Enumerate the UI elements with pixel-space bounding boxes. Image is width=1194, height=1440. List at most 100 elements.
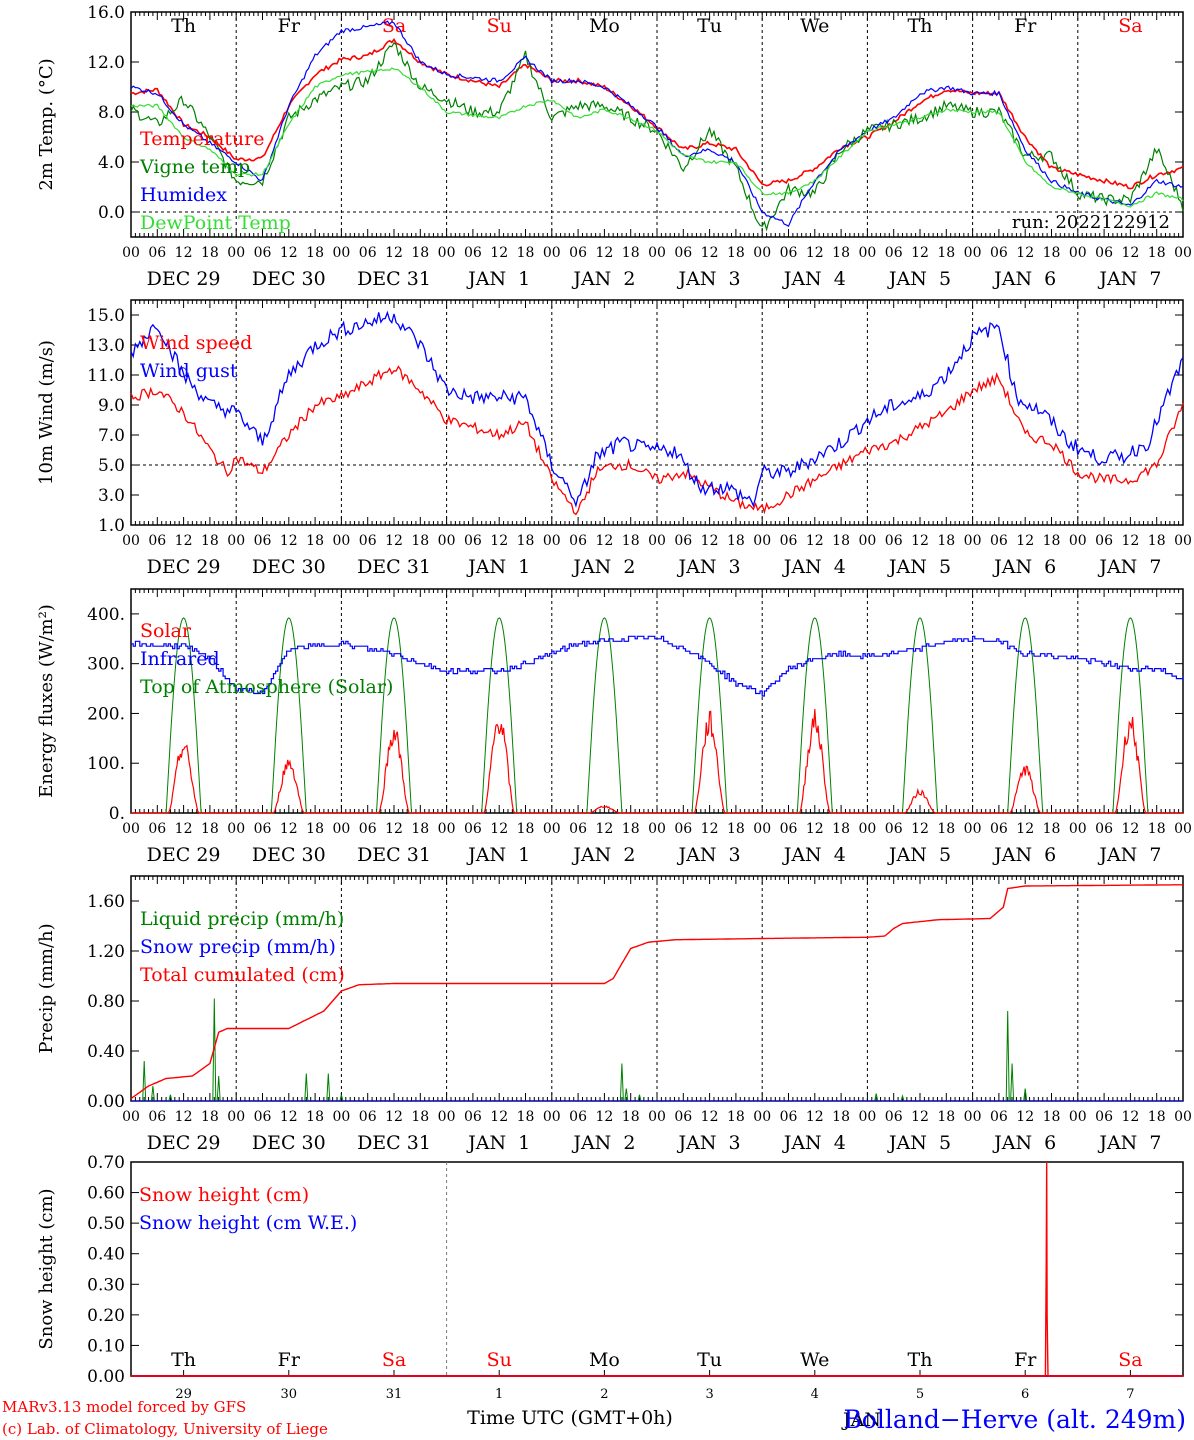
hour-label: 06 <box>885 533 903 549</box>
hour-label: 12 <box>701 245 719 261</box>
hour-label: 06 <box>569 1109 587 1125</box>
panel-3: 0. 100. 200. 300. 400. Energy fluxes (W/m²) 00… <box>36 588 1192 866</box>
hour-label: 00 <box>648 533 666 549</box>
weekday-label: Tu <box>697 15 722 37</box>
hour-label: 18 <box>622 1109 640 1125</box>
series-line-wind-speed <box>130 365 1184 516</box>
hour-label: 06 <box>674 533 692 549</box>
hour-label: 06 <box>1095 245 1113 261</box>
hour-label: 18 <box>201 533 219 549</box>
date-label: DEC 29 <box>147 1132 221 1154</box>
hour-label: 06 <box>1095 1109 1113 1125</box>
hour-label: 18 <box>517 821 535 837</box>
date-label: JAN 1 <box>466 844 530 866</box>
hour-label: 18 <box>1148 245 1166 261</box>
y-tick-label: 0.60 <box>87 1184 125 1204</box>
hour-label: 12 <box>701 821 719 837</box>
hour-label: 18 <box>1148 533 1166 549</box>
y-tick-label: 0. <box>109 804 125 824</box>
hour-label: 06 <box>569 821 587 837</box>
hour-label: 12 <box>1121 1109 1139 1125</box>
y-tick-label: 100. <box>87 754 125 774</box>
hour-label: 06 <box>674 1109 692 1125</box>
hour-label: 18 <box>517 1109 535 1125</box>
hour-label: 00 <box>858 245 876 261</box>
hour-label: 18 <box>937 1109 955 1125</box>
hour-label: 00 <box>753 245 771 261</box>
date-label: DEC 31 <box>357 844 431 866</box>
weekday-label: Mo <box>589 15 620 37</box>
hour-label: 00 <box>858 1109 876 1125</box>
hour-label: 00 <box>438 1109 456 1125</box>
series-line-infrared <box>131 635 1184 697</box>
date-label: JAN 6 <box>992 1132 1056 1154</box>
hour-label: 12 <box>595 245 613 261</box>
hour-label: 00 <box>1174 245 1192 261</box>
hour-label: 18 <box>306 533 324 549</box>
legend-entry: Infrared <box>140 648 220 670</box>
hour-label: 00 <box>122 245 140 261</box>
date-label: DEC 31 <box>357 1132 431 1154</box>
y-tick-label: 0.30 <box>87 1275 125 1295</box>
plot-frame <box>130 299 1184 526</box>
hour-label: 00 <box>543 245 561 261</box>
hour-label: 12 <box>280 245 298 261</box>
hour-label: 12 <box>175 821 193 837</box>
hour-label: 12 <box>911 245 929 261</box>
hour-label: 00 <box>122 1109 140 1125</box>
hour-label: 06 <box>254 821 272 837</box>
y-axis-label: Energy fluxes (W/m²) <box>36 604 57 798</box>
y-tick-label: 300. <box>87 655 125 675</box>
day-number-label: 5 <box>916 1387 924 1402</box>
hour-label: 06 <box>148 533 166 549</box>
hour-label: 18 <box>517 533 535 549</box>
hour-label: 18 <box>832 245 850 261</box>
hour-label: 12 <box>806 821 824 837</box>
plot-frame <box>130 588 1184 814</box>
hour-label: 18 <box>832 1109 850 1125</box>
date-label: DEC 30 <box>252 268 326 290</box>
day-number-label: 2 <box>600 1387 608 1402</box>
hour-label: 12 <box>385 1109 403 1125</box>
hour-label: 00 <box>543 1109 561 1125</box>
y-axis-label: Precip (mm/h) <box>36 923 57 1053</box>
date-label: DEC 30 <box>252 556 326 578</box>
date-label: JAN 5 <box>887 556 951 578</box>
day-number-label: 3 <box>705 1387 713 1402</box>
hour-label: 12 <box>701 1109 719 1125</box>
hour-label: 06 <box>148 1109 166 1125</box>
hour-label: 12 <box>806 533 824 549</box>
hour-label: 06 <box>359 245 377 261</box>
day-number-label: 30 <box>281 1387 298 1402</box>
hour-label: 00 <box>1069 533 1087 549</box>
hour-label: 00 <box>438 245 456 261</box>
hour-label: 12 <box>490 821 508 837</box>
date-label: JAN 7 <box>1097 844 1161 866</box>
hour-label: 12 <box>175 533 193 549</box>
series-line-snow-height <box>131 1161 1183 1377</box>
hour-label: 18 <box>306 245 324 261</box>
date-label: JAN 1 <box>466 1132 530 1154</box>
day-number-label: 4 <box>811 1387 819 1402</box>
hour-label: 00 <box>964 821 982 837</box>
hour-label: 18 <box>937 533 955 549</box>
hour-label: 00 <box>1174 1109 1192 1125</box>
weekday-label: Tu <box>697 1349 722 1371</box>
y-tick-label: 0.80 <box>87 992 125 1012</box>
y-tick-label: 0.50 <box>87 1214 125 1234</box>
series-line-liquid-precip <box>131 998 1183 1102</box>
hour-label: 00 <box>1069 821 1087 837</box>
y-tick-label: 16.0 <box>87 3 125 23</box>
hour-label: 18 <box>411 533 429 549</box>
hour-label: 06 <box>569 533 587 549</box>
hour-label: 00 <box>753 533 771 549</box>
date-label: JAN 3 <box>677 844 741 866</box>
y-tick-label: 0.00 <box>87 1092 125 1112</box>
weekday-label: Th <box>171 1349 196 1371</box>
date-label: JAN 2 <box>571 1132 635 1154</box>
date-label: JAN 5 <box>887 268 951 290</box>
date-label: DEC 29 <box>147 556 221 578</box>
hour-label: 00 <box>1069 245 1087 261</box>
hour-label: 18 <box>201 821 219 837</box>
y-tick-label: 15.0 <box>87 306 125 326</box>
